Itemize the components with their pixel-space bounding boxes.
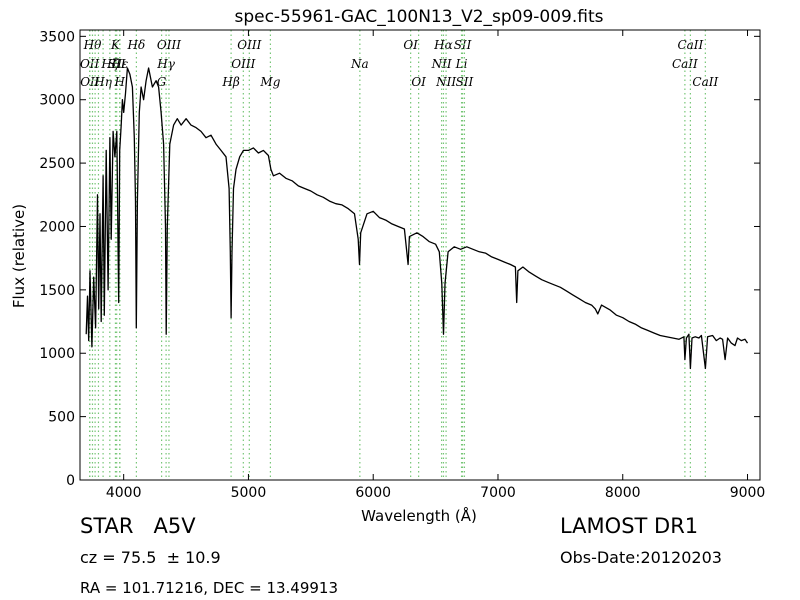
spectral-line-label: CaII: [672, 57, 698, 71]
spectral-line-label: Hδ: [127, 38, 146, 52]
survey-label: LAMOST DR1: [560, 514, 699, 538]
star-class-label: STAR A5V: [80, 514, 196, 538]
chart-title: spec-55961-GAC_100N13_V2_sp09-009.fits: [234, 7, 603, 27]
y-tick-label: 0: [66, 473, 75, 489]
x-tick-label: 7000: [480, 485, 516, 501]
spectral-line-label: G: [157, 75, 167, 89]
spectral-line-label: CaII: [677, 38, 703, 52]
spectral-line-label: Hη: [93, 75, 112, 89]
spectral-line-label: SII: [108, 57, 126, 71]
spectral-line-label: SII: [454, 38, 472, 52]
plot-area: OIIOIIHθHηHζKSIIHHεHδGHγOIIIHβOIIIOIIIMg…: [39, 29, 765, 501]
spectral-line-label: OIII: [157, 38, 181, 52]
x-tick-label: 4000: [106, 485, 142, 501]
redshift-label: cz = 75.5 ± 10.9: [80, 548, 221, 567]
spectrum-series-line: [85, 67, 749, 370]
x-tick-label: 8000: [605, 485, 641, 501]
y-tick-label: 500: [48, 410, 75, 426]
spectral-line-label: Hγ: [156, 57, 175, 71]
spectral-line-label: Na: [350, 57, 369, 71]
spectral-line-label: OI: [403, 38, 418, 52]
coordinates-label: RA = 101.71216, DEC = 13.49913: [80, 579, 339, 597]
obs-date-label: Obs-Date:20120203: [560, 548, 722, 567]
spectral-line-label: OII: [80, 57, 100, 71]
spectral-line-label: H: [113, 75, 125, 89]
spectral-line-label: Mg: [259, 75, 280, 89]
spectral-line-label: NII: [435, 75, 456, 89]
x-tick-label: 9000: [730, 485, 766, 501]
spectral-line-label: SII: [456, 75, 474, 89]
y-tick-label: 3500: [39, 29, 75, 45]
spectral-line-label: Hθ: [83, 38, 102, 52]
y-axis-label: Flux (relative): [10, 204, 28, 308]
y-tick-label: 1500: [39, 283, 75, 299]
spectral-line-label: OIII: [237, 38, 261, 52]
x-tick-label: 6000: [355, 485, 391, 501]
plot-frame: [79, 29, 761, 481]
spectral-line-label: Hε: [110, 57, 128, 71]
spectral-line-label: K: [110, 38, 121, 52]
spectral-line-label: CaII: [692, 75, 718, 89]
x-axis-label: Wavelength (Å): [361, 506, 477, 525]
spectral-line-label: Hβ: [221, 75, 239, 89]
y-tick-label: 2000: [39, 219, 75, 235]
y-tick-label: 3000: [39, 93, 75, 109]
y-tick-label: 1000: [39, 346, 75, 362]
spectral-line-label: Hα: [433, 38, 453, 52]
spectral-line-label: OI: [411, 75, 426, 89]
y-tick-label: 2500: [39, 156, 75, 172]
spectral-line-label: OIII: [231, 57, 255, 71]
spectral-line-label: Li: [455, 57, 468, 71]
x-tick-label: 5000: [231, 485, 267, 501]
spectral-line-label: NII: [431, 57, 452, 71]
